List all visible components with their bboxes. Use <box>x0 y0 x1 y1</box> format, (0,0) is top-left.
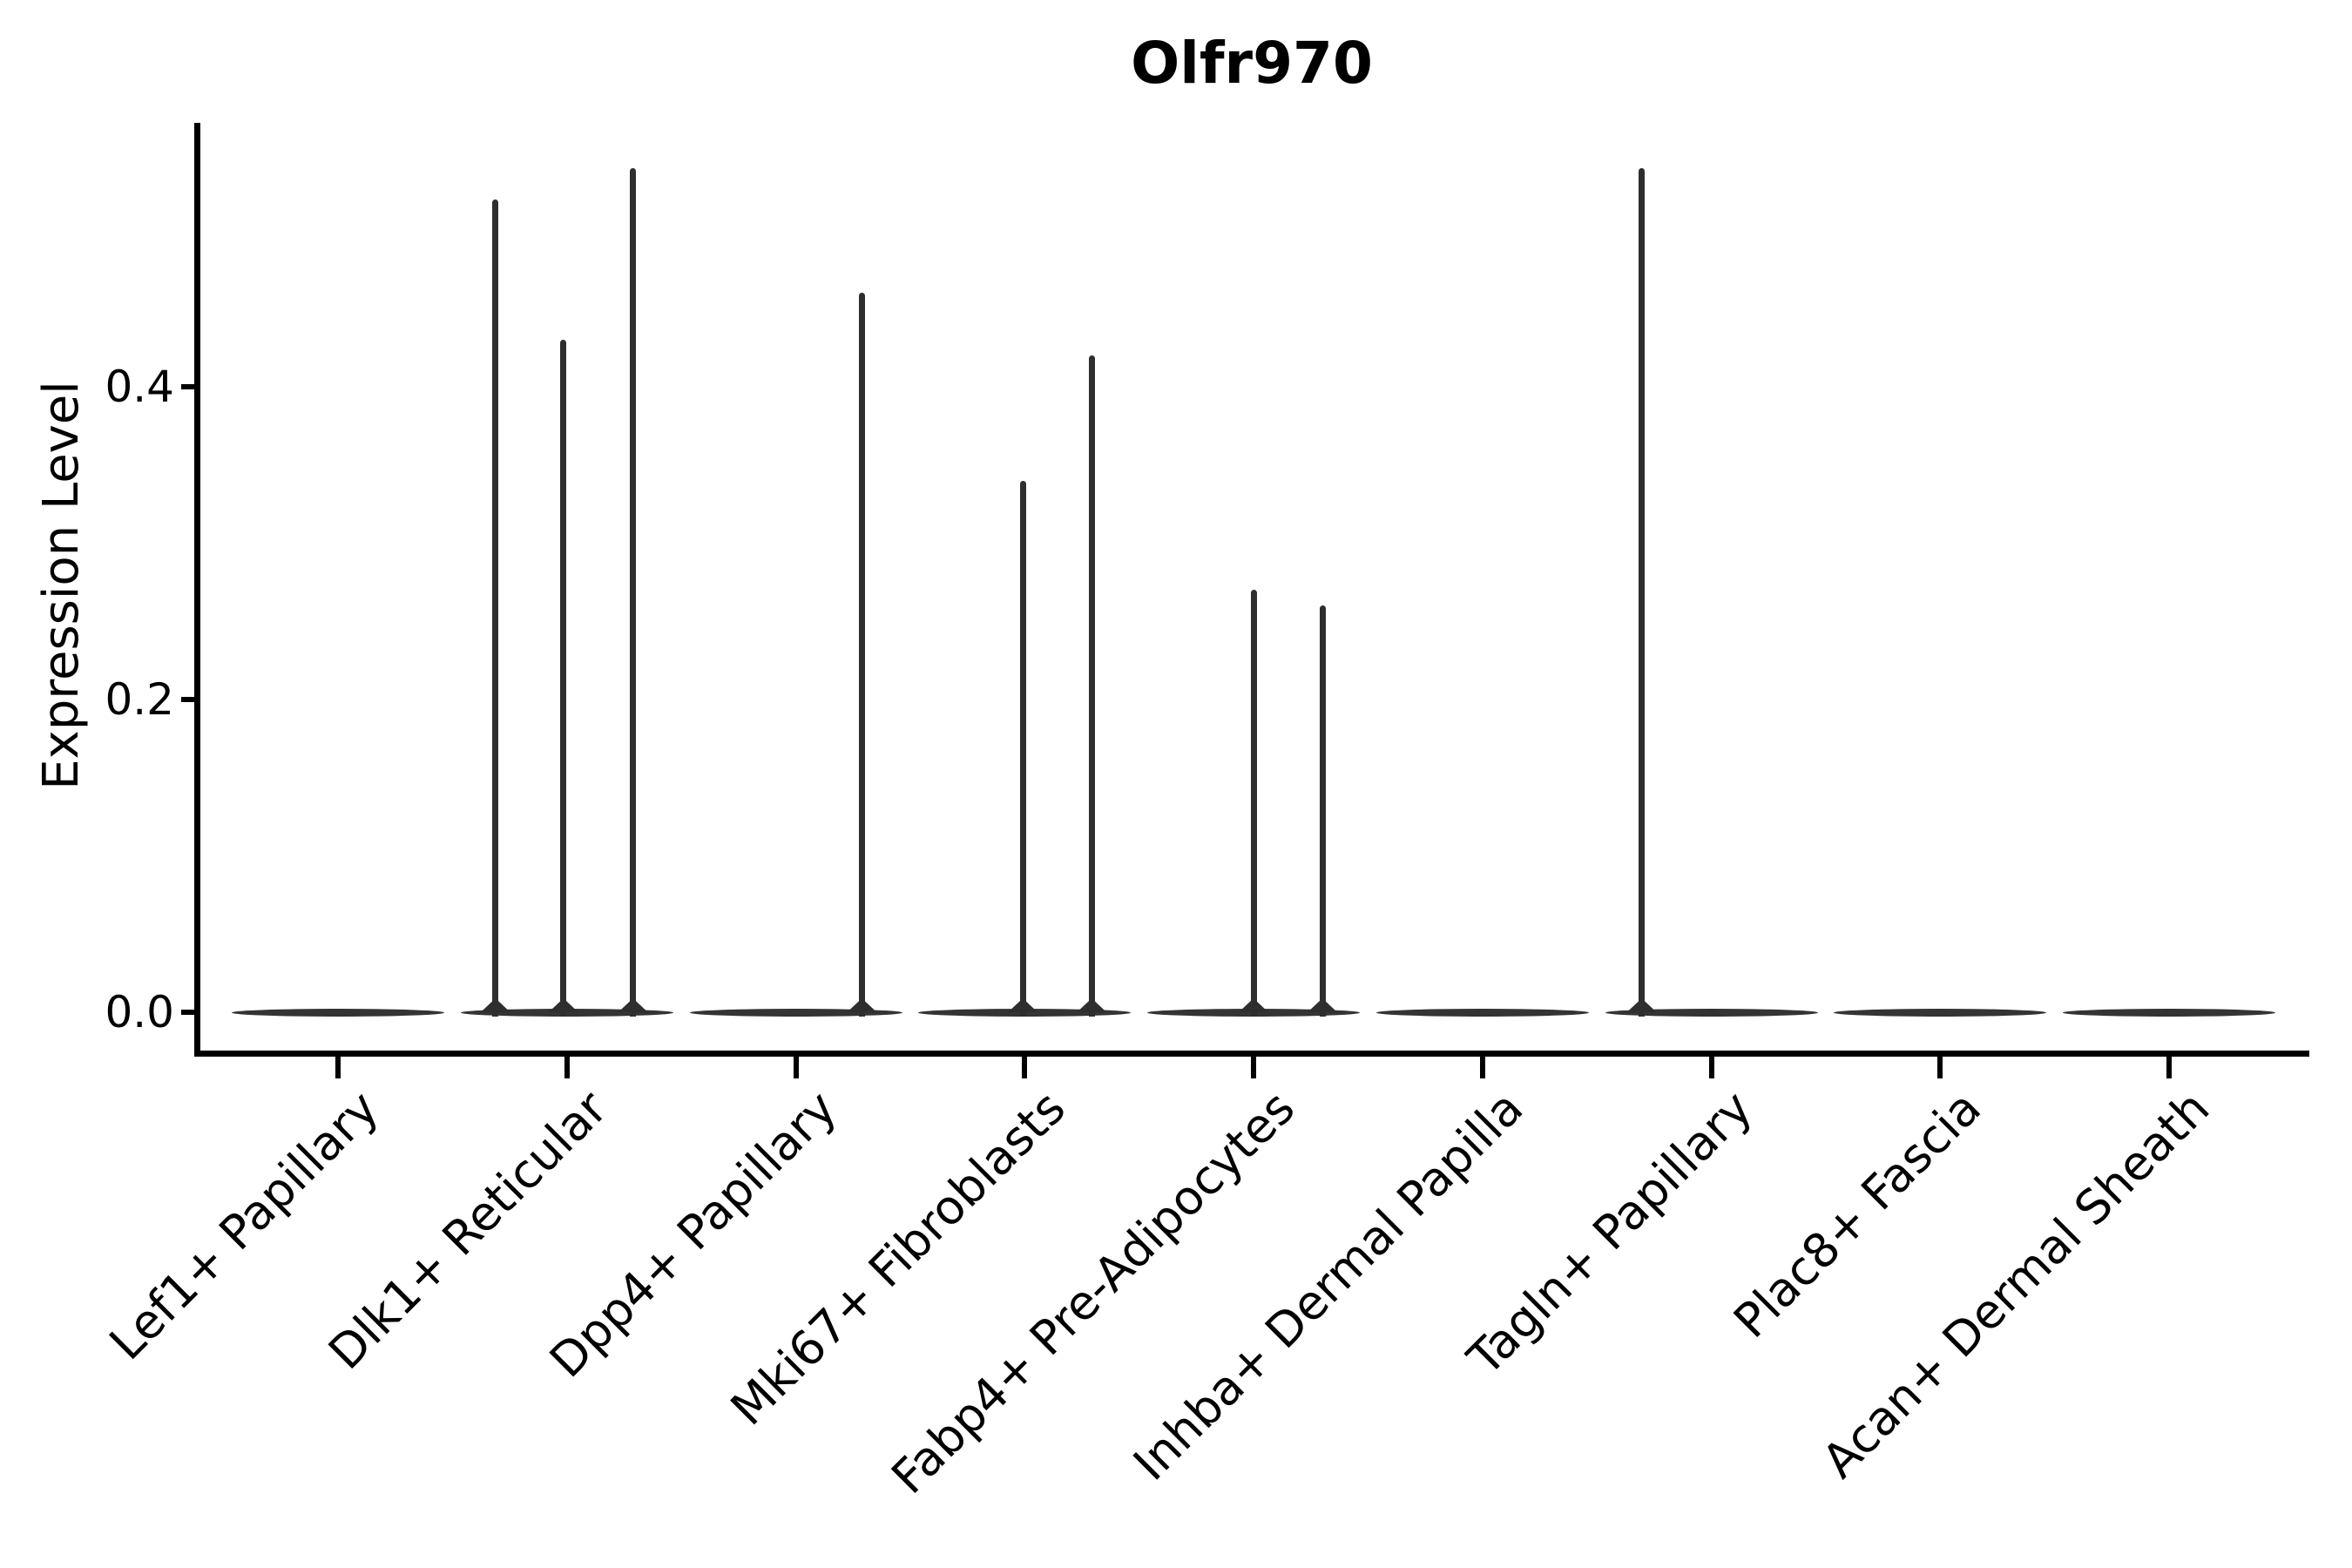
x-tick-mark <box>335 1057 341 1078</box>
x-tick-mark <box>1708 1057 1714 1078</box>
y-tick-label: 0.2 <box>105 674 174 725</box>
expression-spike <box>1019 480 1026 1017</box>
y-tick-label: 0.4 <box>105 362 174 412</box>
x-tick-mark <box>2166 1057 2172 1078</box>
x-tick-label: Fabp4+ Pre-Adipocytes <box>880 1080 1305 1504</box>
x-tick-mark <box>1937 1057 1943 1078</box>
expression-spike <box>630 167 637 1017</box>
x-tick-mark <box>1022 1057 1028 1078</box>
x-tick-label: Acan+ Dermal Sheath <box>1812 1080 2220 1489</box>
y-tick-mark <box>181 384 194 389</box>
expression-spike <box>1088 355 1095 1017</box>
expression-spike <box>492 199 499 1017</box>
violin <box>460 1008 673 1017</box>
expression-spike <box>1250 590 1257 1017</box>
x-tick-label: Inhba+ Dermal Papilla <box>1123 1080 1534 1491</box>
x-tick-mark <box>1479 1057 1485 1078</box>
x-tick-mark <box>1251 1057 1256 1078</box>
x-tick-mark <box>793 1057 799 1078</box>
x-tick-mark <box>564 1057 570 1078</box>
violin <box>1834 1008 2047 1017</box>
violin <box>1375 1008 1589 1017</box>
y-tick-mark <box>181 697 194 702</box>
x-axis-spine <box>194 1051 2309 1057</box>
violin <box>689 1008 902 1017</box>
expression-spike <box>1639 167 1646 1017</box>
y-axis-label: Expression Level <box>33 381 90 790</box>
y-axis-spine <box>194 123 200 1057</box>
x-tick-label: Plac8+ Fascia <box>1723 1080 1991 1348</box>
violin <box>232 1008 444 1017</box>
expression-spike <box>858 293 865 1017</box>
violin <box>2063 1008 2275 1017</box>
violin <box>1605 1008 1818 1017</box>
expression-spike <box>1319 605 1326 1017</box>
y-tick-mark <box>181 1010 194 1015</box>
chart-title: Olfr970 <box>1131 30 1373 97</box>
expression-spike <box>560 340 567 1017</box>
y-tick-label: 0.0 <box>105 987 174 1037</box>
